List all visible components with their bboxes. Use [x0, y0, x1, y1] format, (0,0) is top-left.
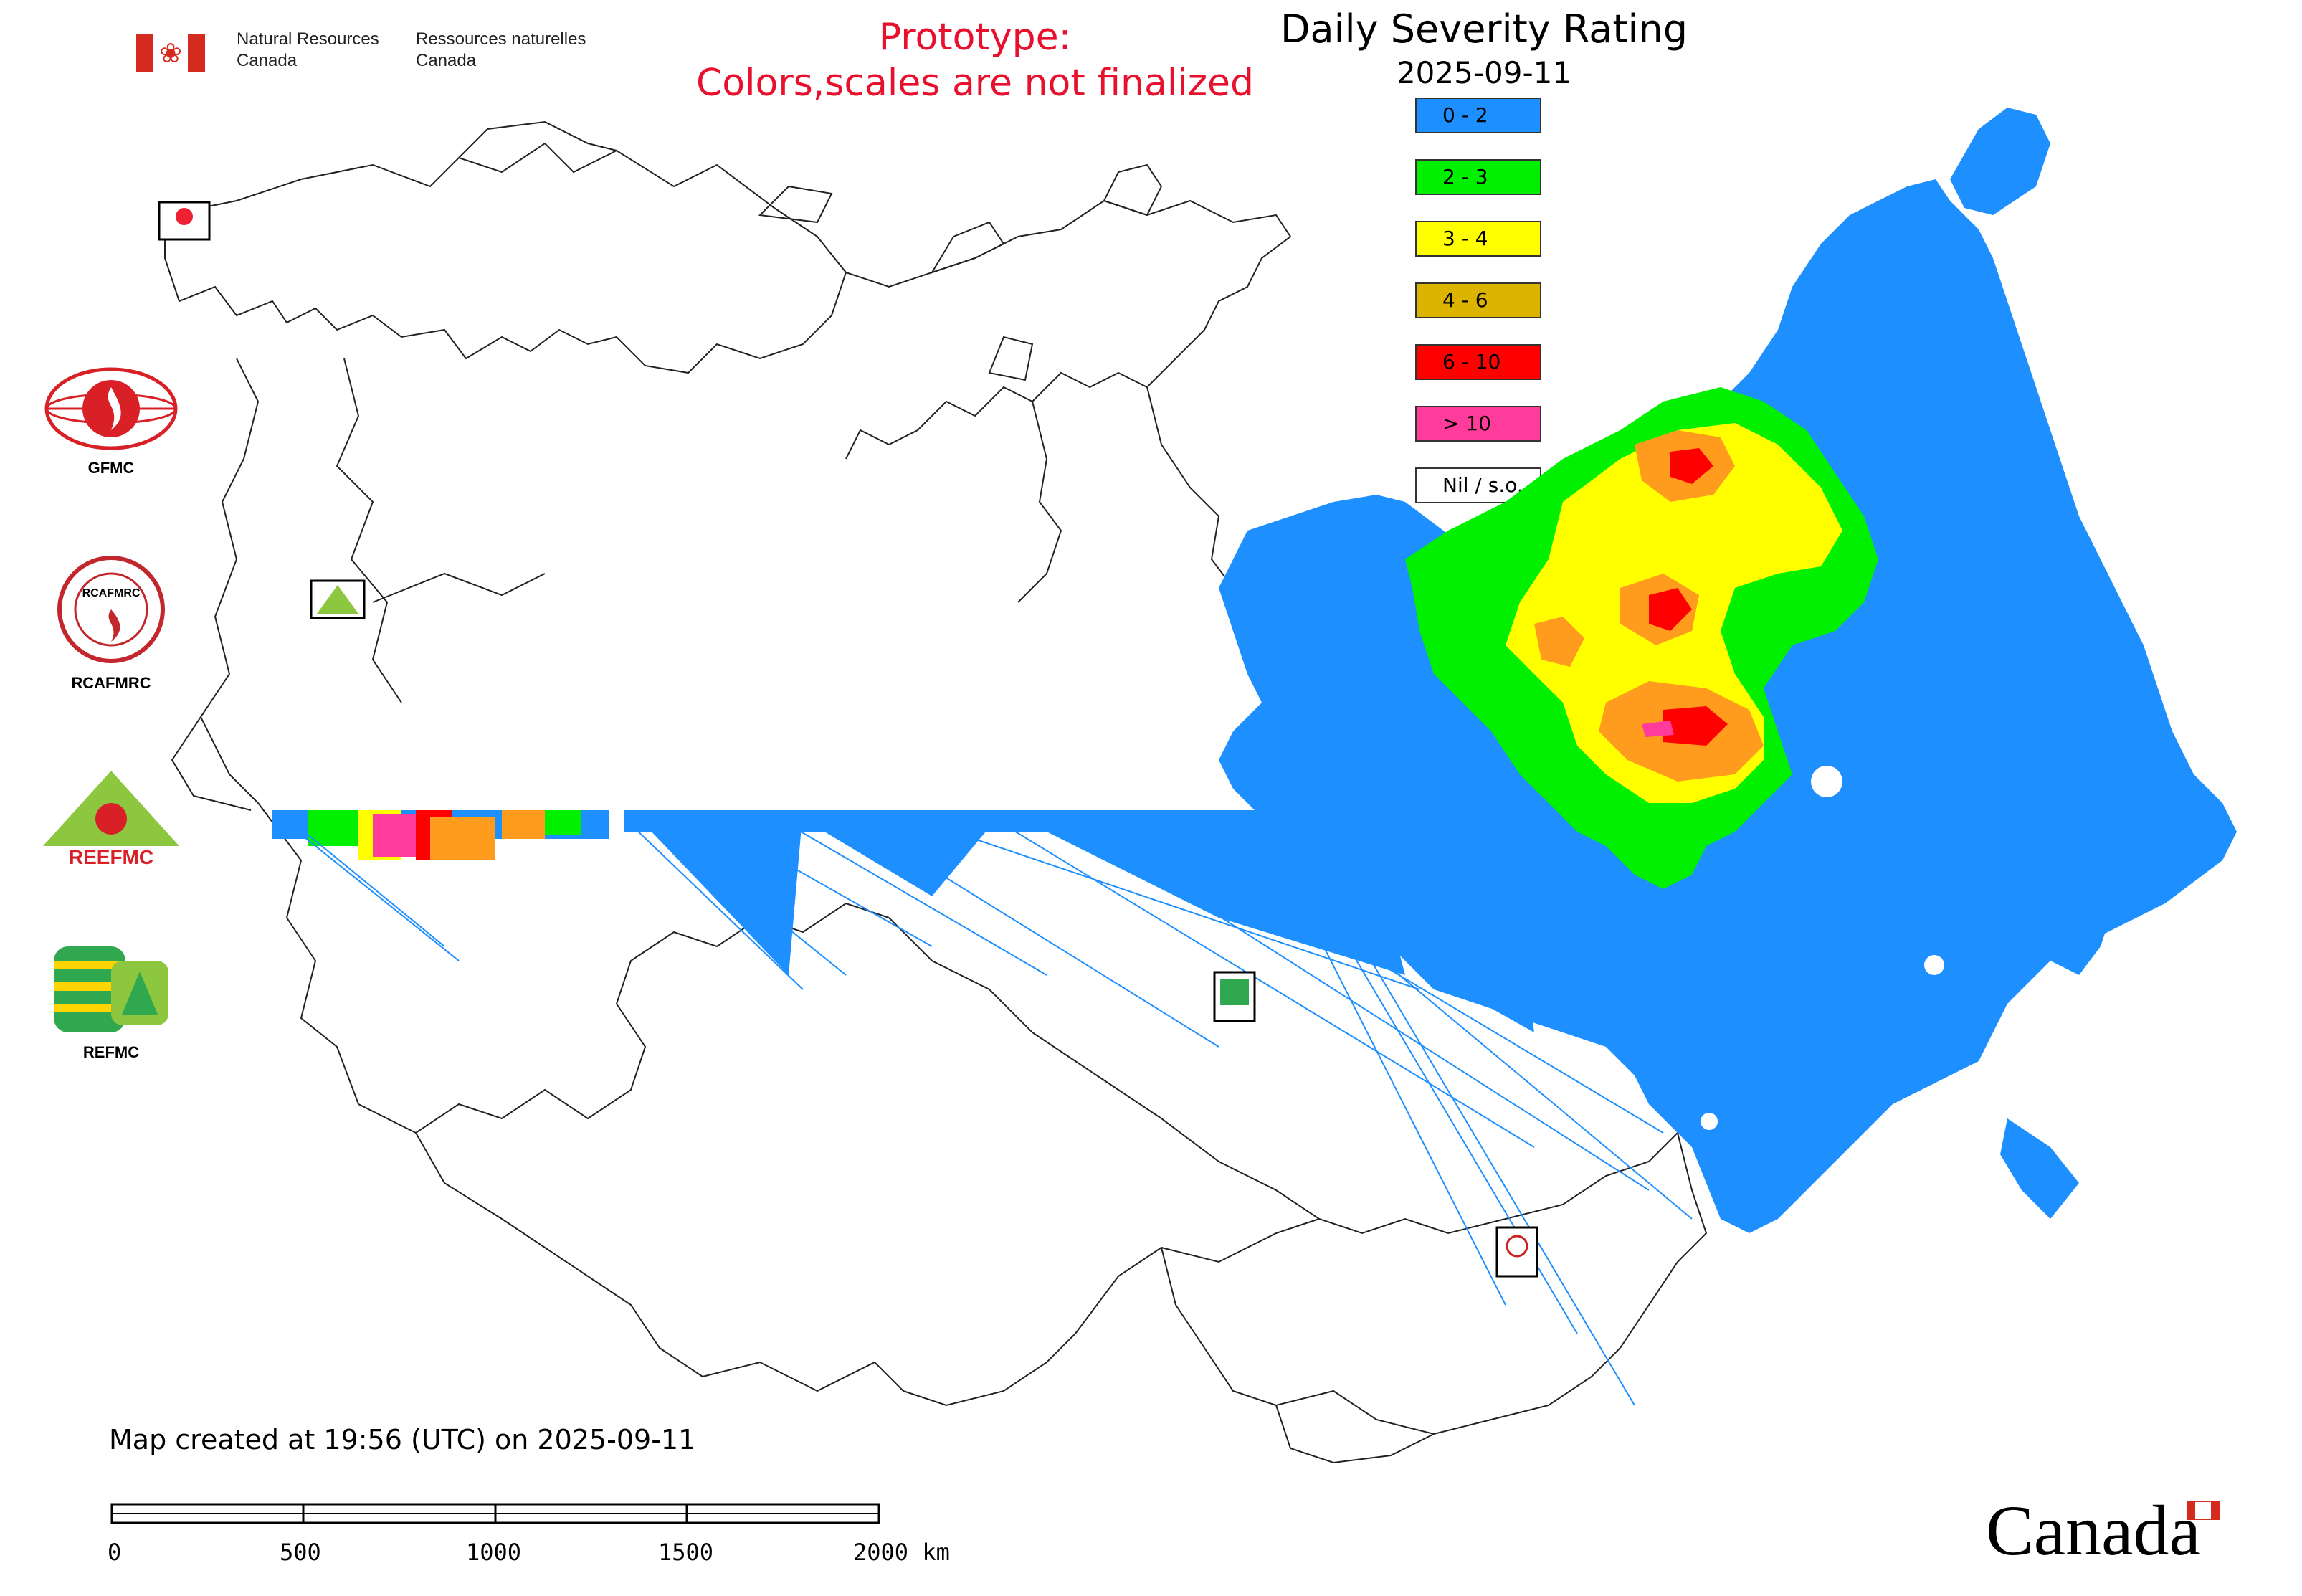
legend-item-0-2: 0 - 2 [1415, 98, 1541, 133]
reefmc-triangle-icon: REEFMC [43, 771, 179, 868]
gfmc-globe-icon [44, 367, 178, 450]
rcafmrc-emblem-icon: RCAFMRC [57, 556, 165, 663]
scale-tick-2000: 2000 km [853, 1539, 950, 1566]
rcafmrc-label: RCAFMRC [71, 674, 151, 692]
reefmc-logo-text: REEFMC [69, 846, 153, 868]
rcafmrc-emblem-text: RCAFMRC [82, 587, 141, 599]
canada-flag-icon: ❀ [136, 34, 205, 72]
refmc-sigma-icon [54, 946, 168, 1032]
legend-item-6-10: 6 - 10 [1415, 344, 1541, 380]
legend-item-4-6: 4 - 6 [1415, 282, 1541, 318]
maple-leaf-icon: ❀ [159, 37, 182, 69]
map-date: 2025-09-11 [1396, 55, 1572, 90]
department-en-line1: Natural Resources [237, 29, 379, 49]
map-markers [158, 201, 1538, 1278]
department-name-french: Ressources naturelles Canada [416, 29, 586, 72]
scale-tick-500: 500 [280, 1539, 321, 1566]
scale-tick-1500: 1500 [658, 1539, 714, 1566]
prototype-line2: Colors,scales are not finalized [695, 62, 1255, 105]
legend-item-gt-10: > 10 [1415, 406, 1541, 442]
legend-item-2-3: 2 - 3 [1415, 159, 1541, 195]
blue-wedges [631, 810, 1534, 1032]
department-en-line2: Canada [237, 51, 298, 70]
canada-wordmark: Canada [1986, 1491, 2201, 1570]
scale-tick-1000: 1000 [466, 1539, 522, 1566]
department-fr-line1: Ressources naturelles [416, 29, 586, 49]
scale-bar-graphic [110, 1503, 880, 1524]
gfmc-label: GFMC [87, 459, 135, 477]
department-name-english: Natural Resources Canada [237, 29, 379, 72]
map-title: Daily Severity Rating [1280, 6, 1688, 52]
map-created-note: Map created at 19:56 (UTC) on 2025-09-11 [109, 1424, 696, 1455]
government-signature: ❀ Natural Resources Canada Ressources na… [136, 29, 609, 79]
scale-tick-0: 0 [108, 1539, 122, 1566]
prototype-notice: Prototype: Colors,scales are not finaliz… [645, 14, 1305, 106]
refmc-logo: REFMC [29, 943, 194, 1062]
severity-fill [1219, 108, 2237, 1233]
gfmc-logo: GFMC [29, 366, 194, 478]
reefmc-logo: REEFMC [29, 767, 194, 870]
department-fr-line2: Canada [416, 51, 477, 70]
severity-map [158, 108, 2237, 1464]
rcafmrc-marker-icon [1495, 1226, 1538, 1278]
scale-bar: 0 500 1000 1500 2000 km [108, 1498, 950, 1566]
rcafmrc-logo: RCAFMRC RCAFMRC [29, 552, 194, 693]
country-borders [164, 120, 1708, 1464]
refmc-label: REFMC [82, 1043, 140, 1061]
prototype-line1: Prototype: [878, 16, 1072, 59]
legend-item-3-4: 3 - 4 [1415, 221, 1541, 257]
wordmark-flag-icon [2187, 1501, 2220, 1520]
